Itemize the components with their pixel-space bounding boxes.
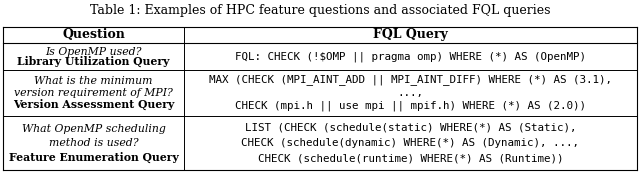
Text: Question: Question [62, 28, 125, 41]
Text: MAX (CHECK (MPI_AINT_ADD || MPI_AINT_DIFF) WHERE (*) AS (3.1),: MAX (CHECK (MPI_AINT_ADD || MPI_AINT_DIF… [209, 74, 612, 85]
Text: Table 1: Examples of HPC feature questions and associated FQL queries: Table 1: Examples of HPC feature questio… [90, 4, 550, 17]
Text: What OpenMP scheduling: What OpenMP scheduling [22, 124, 165, 134]
Text: LIST (CHECK (schedule(static) WHERE(*) AS (Static),: LIST (CHECK (schedule(static) WHERE(*) A… [244, 123, 576, 133]
Text: version requirement of MPI?: version requirement of MPI? [14, 88, 173, 98]
Text: Is OpenMP used?: Is OpenMP used? [45, 47, 141, 57]
Text: ...,: ..., [397, 88, 423, 98]
Text: What is the minimum: What is the minimum [34, 76, 153, 86]
Text: method is used?: method is used? [49, 138, 138, 148]
Text: CHECK (mpi.h || use mpi || mpif.h) WHERE (*) AS (2.0)): CHECK (mpi.h || use mpi || mpif.h) WHERE… [235, 100, 586, 111]
Text: Version Assessment Query: Version Assessment Query [13, 99, 174, 110]
Text: CHECK (schedule(runtime) WHERE(*) AS (Runtime)): CHECK (schedule(runtime) WHERE(*) AS (Ru… [257, 153, 563, 163]
Text: FQL: CHECK (!$OMP || pragma omp) WHERE (*) AS (OpenMP): FQL: CHECK (!$OMP || pragma omp) WHERE (… [235, 51, 586, 62]
Text: CHECK (schedule(dynamic) WHERE(*) AS (Dynamic), ...,: CHECK (schedule(dynamic) WHERE(*) AS (Dy… [241, 138, 579, 148]
Text: FQL Query: FQL Query [373, 28, 447, 41]
Text: Library Utilization Query: Library Utilization Query [17, 56, 170, 67]
Text: Feature Enumeration Query: Feature Enumeration Query [8, 152, 179, 163]
